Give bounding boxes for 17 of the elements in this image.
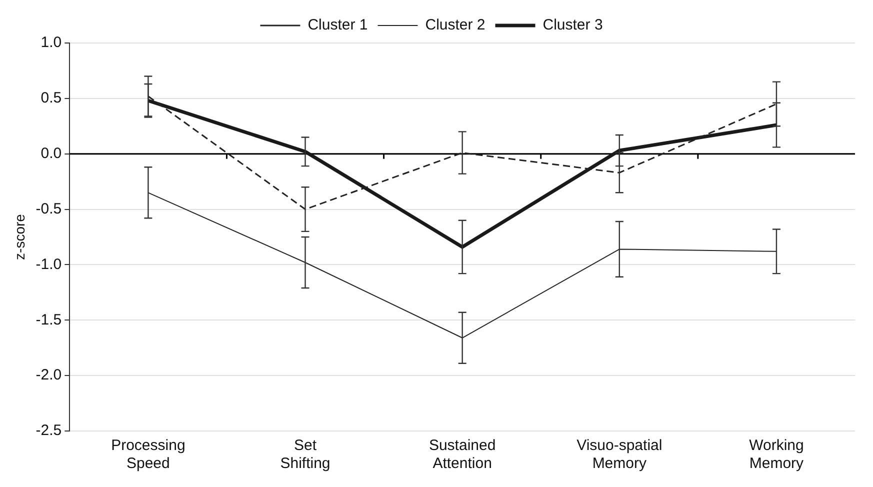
x-tick-label: Visuo-spatial Memory <box>576 437 662 472</box>
x-tick-label: Working Memory <box>749 437 804 472</box>
legend-label: Cluster 1 <box>308 16 368 34</box>
y-tick-label: -2.0 <box>36 366 62 384</box>
y-tick-label: 1.0 <box>40 34 62 52</box>
x-tick-label: Processing Speed <box>111 437 186 472</box>
y-tick-label: -0.5 <box>36 200 62 218</box>
x-tick-label: Sustained Attention <box>428 437 496 472</box>
y-tick-label: 0.0 <box>40 145 62 162</box>
y-tick-label: 0.5 <box>40 90 62 107</box>
y-axis-title: z-score <box>11 214 28 260</box>
y-tick-label: -2.5 <box>36 422 62 440</box>
x-tick-label: Set Shifting <box>280 437 330 472</box>
y-tick-label: -1.5 <box>36 311 62 328</box>
y-tick-label: -1.0 <box>36 256 62 273</box>
legend-label: Cluster 3 <box>542 16 603 34</box>
legend-label: Cluster 2 <box>425 16 486 34</box>
